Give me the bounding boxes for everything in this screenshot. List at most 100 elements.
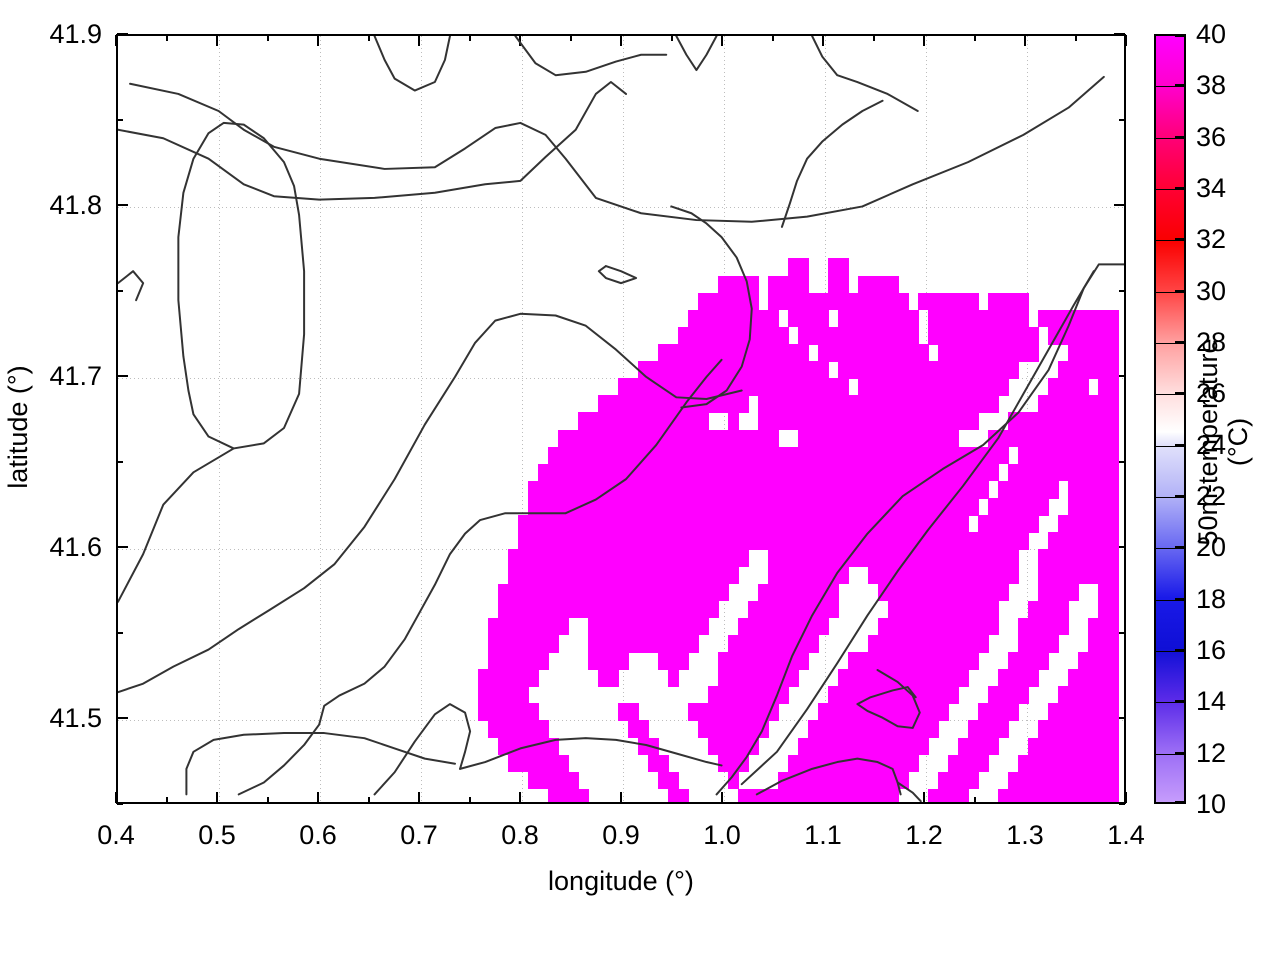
x-tick-bottom	[165, 797, 168, 803]
y-axis-title: latitude (°)	[3, 365, 33, 489]
raster-cell-run	[798, 737, 929, 756]
raster-cell-run	[988, 429, 1119, 448]
raster-cell-run	[858, 275, 899, 294]
x-tick-label: 1.1	[804, 820, 842, 850]
raster-cell-run	[728, 412, 739, 431]
x-tick-top	[771, 35, 774, 41]
raster-cell-run	[528, 771, 579, 790]
x-tick-bottom	[1125, 792, 1127, 803]
raster-cell-run	[828, 275, 849, 294]
y-tick-left	[117, 631, 123, 634]
y-tick-label: 41.8	[49, 190, 102, 221]
raster-cell-run	[1058, 686, 1119, 704]
raster-cell-run	[958, 737, 999, 756]
contour-line	[597, 265, 638, 285]
gridline-vertical	[320, 36, 321, 802]
raster-cell-run	[708, 737, 759, 756]
raster-cell-run	[758, 412, 979, 431]
x-tick-top	[1074, 35, 1077, 41]
raster-cell-run	[1038, 549, 1119, 568]
raster-cell-run	[1058, 515, 1119, 533]
y-tick-left	[117, 460, 123, 463]
raster-cell-run	[1098, 583, 1119, 602]
raster-cell-run	[508, 566, 739, 585]
contour-line	[373, 703, 472, 796]
raster-cell-run	[708, 686, 789, 704]
x-tick-label: 1.4	[1107, 820, 1145, 850]
raster-cell-run	[1008, 771, 1119, 790]
raster-cell-run	[758, 395, 999, 414]
raster-cell-run	[918, 292, 979, 311]
raster-cell-run	[858, 378, 1009, 396]
contour-line	[118, 121, 306, 603]
raster-cell-run	[738, 617, 829, 636]
raster-cell-run	[848, 652, 979, 670]
raster-cell-run	[788, 754, 919, 773]
colorbar-segment-line	[1156, 599, 1184, 601]
raster-cell-run	[1048, 532, 1119, 550]
raster-cell-run	[638, 361, 829, 379]
x-tick-top	[216, 35, 218, 46]
y-tick-left	[117, 546, 128, 549]
raster-cell-run	[488, 634, 559, 653]
raster-cell-run	[768, 292, 909, 311]
raster-cell-run	[598, 669, 619, 687]
raster-cell-run	[1038, 583, 1079, 602]
raster-cell-run	[718, 652, 809, 670]
raster-cell-run	[498, 583, 729, 602]
y-tick-left	[117, 289, 123, 292]
raster-cell-run	[998, 669, 1039, 687]
colorbar-tick-label: 40	[1196, 19, 1227, 49]
colorbar-tick-label: 18	[1196, 583, 1227, 614]
x-tick-top	[367, 35, 370, 41]
colorbar-tick-label: 32	[1196, 224, 1227, 255]
y-tick-label: 41.6	[49, 532, 102, 563]
x-tick-bottom	[418, 792, 420, 803]
y-tick-right	[1114, 717, 1125, 720]
colorbar-tick-label: 12	[1196, 737, 1227, 768]
x-tick-top	[317, 35, 319, 46]
contour-line	[514, 36, 668, 77]
raster-cell-run	[1038, 395, 1119, 414]
gridline-vertical	[724, 36, 725, 802]
gridline-horizontal	[118, 207, 1124, 209]
raster-cell-run	[828, 686, 959, 704]
raster-cell-run	[888, 600, 999, 619]
raster-cell-run	[978, 703, 1019, 722]
raster-cell-run	[868, 634, 989, 653]
colorbar-tick-label: 28	[1196, 327, 1227, 357]
colorbar-tick	[1175, 341, 1184, 343]
raster-cell-run	[1048, 378, 1089, 396]
y-tick-left	[117, 375, 128, 378]
raster-cell-run	[1088, 617, 1119, 636]
contour-line	[129, 75, 1105, 223]
contour-line	[811, 36, 919, 112]
contour-line	[755, 757, 902, 796]
raster-cell-run	[508, 549, 749, 568]
y-tick-label: 41.9	[49, 19, 102, 49]
raster-cell-run	[558, 429, 779, 448]
x-tick-top	[923, 35, 925, 46]
x-tick-bottom	[468, 797, 471, 803]
colorbar-segment-line	[1156, 291, 1184, 293]
x-tick-bottom	[620, 792, 622, 803]
x-tick-top	[670, 35, 673, 41]
x-tick-label: 1.3	[1006, 820, 1044, 850]
x-tick-top	[620, 35, 622, 46]
x-tick-top	[872, 35, 875, 41]
y-tick-right	[1119, 289, 1125, 292]
x-tick-top	[115, 35, 117, 46]
raster-cell-run	[878, 583, 1009, 602]
colorbar-tick	[1175, 649, 1184, 651]
raster-cell-run	[628, 720, 649, 739]
colorbar-segment-line	[1156, 548, 1184, 550]
raster-cell-run	[948, 754, 989, 773]
colorbar-tick	[1175, 443, 1184, 446]
raster-cell-run	[688, 703, 779, 722]
y-tick-right	[1119, 631, 1125, 634]
x-tick-bottom	[216, 792, 218, 803]
contour-line	[740, 270, 1095, 786]
x-tick-label: 0.5	[198, 820, 236, 850]
raster-cell-run	[938, 344, 1039, 362]
raster-cell-run	[1018, 617, 1069, 636]
